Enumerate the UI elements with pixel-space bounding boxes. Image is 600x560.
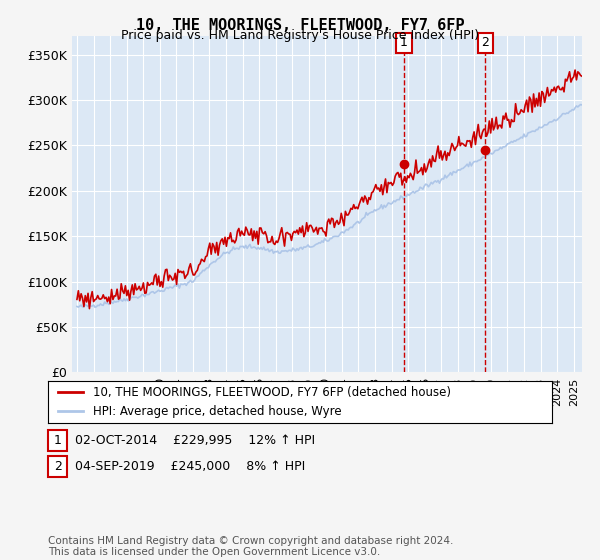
Text: 2: 2 bbox=[482, 36, 490, 49]
Text: 10, THE MOORINGS, FLEETWOOD, FY7 6FP (detached house): 10, THE MOORINGS, FLEETWOOD, FY7 6FP (de… bbox=[94, 386, 451, 399]
Text: 10, THE MOORINGS, FLEETWOOD, FY7 6FP: 10, THE MOORINGS, FLEETWOOD, FY7 6FP bbox=[136, 18, 464, 33]
Text: HPI: Average price, detached house, Wyre: HPI: Average price, detached house, Wyre bbox=[94, 405, 342, 418]
Text: 1: 1 bbox=[53, 433, 62, 447]
Text: Price paid vs. HM Land Registry's House Price Index (HPI): Price paid vs. HM Land Registry's House … bbox=[121, 29, 479, 42]
Text: 2: 2 bbox=[53, 460, 62, 473]
Text: Contains HM Land Registry data © Crown copyright and database right 2024.
This d: Contains HM Land Registry data © Crown c… bbox=[48, 535, 454, 557]
FancyBboxPatch shape bbox=[48, 430, 67, 451]
Text: 1: 1 bbox=[400, 36, 408, 49]
FancyBboxPatch shape bbox=[48, 456, 67, 477]
Text: 02-OCT-2014    £229,995    12% ↑ HPI: 02-OCT-2014 £229,995 12% ↑ HPI bbox=[75, 433, 315, 447]
Text: 04-SEP-2019    £245,000    8% ↑ HPI: 04-SEP-2019 £245,000 8% ↑ HPI bbox=[75, 460, 305, 473]
